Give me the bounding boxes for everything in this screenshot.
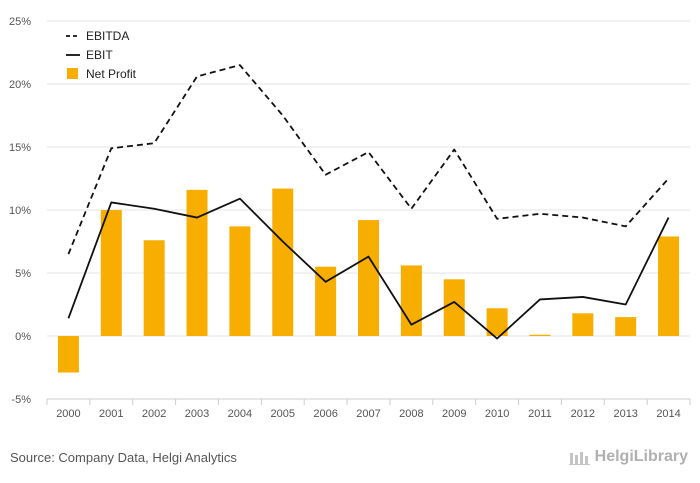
source-note: Source: Company Data, Helgi Analytics	[10, 450, 237, 465]
x-tick-label: 2008	[399, 408, 423, 420]
net-profit-bar	[186, 189, 208, 336]
series-lines	[67, 64, 670, 340]
legend-label: EBIT	[86, 48, 113, 62]
y-tick-label: 10%	[9, 205, 31, 217]
net-profit-bar	[400, 265, 422, 336]
ebit-line	[67, 197, 670, 340]
net-profit-bar	[486, 308, 508, 336]
y-tick-label: 0%	[15, 331, 31, 343]
net-profit-bar	[272, 188, 294, 336]
x-tick-label: 2011	[528, 408, 552, 420]
x-tick-label: 2004	[228, 408, 252, 420]
ebitda-line	[67, 64, 670, 255]
library-icon	[568, 449, 591, 465]
y-tick-label: 25%	[9, 16, 31, 28]
net-profit-bar	[57, 336, 79, 373]
legend-label: EBITDA	[86, 29, 129, 43]
net-profit-bars	[57, 188, 680, 373]
brand-logo: HelgiLibrary	[568, 448, 688, 466]
brand-name: HelgiLibrary	[594, 448, 688, 465]
net-profit-bar	[100, 210, 122, 336]
y-axis: -5% 0% 5% 10% 15% 20% 25%	[9, 16, 31, 406]
x-tick-label: 2007	[356, 408, 380, 420]
x-tick-label: 2002	[142, 408, 166, 420]
x-tick-label: 2010	[485, 408, 509, 420]
net-profit-bar	[529, 334, 551, 336]
x-tick-label: 2000	[56, 408, 80, 420]
chart: -5% 0% 5% 10% 15% 20% 25% 2000 2001 2002 2003 2004…	[9, 16, 691, 420]
x-tick-label: 2003	[185, 408, 209, 420]
net-profit-bar	[143, 240, 165, 336]
legend-label: Net Profit	[86, 67, 137, 81]
y-tick-label: 15%	[9, 142, 31, 154]
y-tick-label: 20%	[9, 79, 31, 91]
x-tick-label: 2013	[613, 408, 637, 420]
y-tick-label: -5%	[11, 394, 31, 406]
net-profit-bar	[358, 220, 379, 336]
x-tick-label: 2001	[99, 408, 123, 420]
net-profit-bar	[229, 226, 251, 336]
net-profit-bar	[658, 236, 680, 336]
x-tick-label: 2005	[271, 408, 295, 420]
x-axis: 2000 2001 2002 2003 2004 2005 2006 2007 2008 2009…	[46, 398, 691, 420]
net-profit-bar	[615, 317, 637, 336]
net-profit-bar	[315, 266, 337, 336]
x-tick-label: 2006	[313, 408, 337, 420]
net-profit-bar	[572, 313, 594, 336]
grid-lines	[47, 20, 690, 400]
y-tick-label: 5%	[15, 268, 31, 280]
x-tick-label: 2012	[571, 408, 595, 420]
legend: EBITDA EBIT Net Profit	[66, 29, 137, 81]
x-tick-label: 2009	[442, 408, 466, 420]
net-profit-bar	[443, 279, 465, 336]
legend-swatch	[67, 68, 78, 79]
x-tick-label: 2014	[656, 408, 680, 420]
